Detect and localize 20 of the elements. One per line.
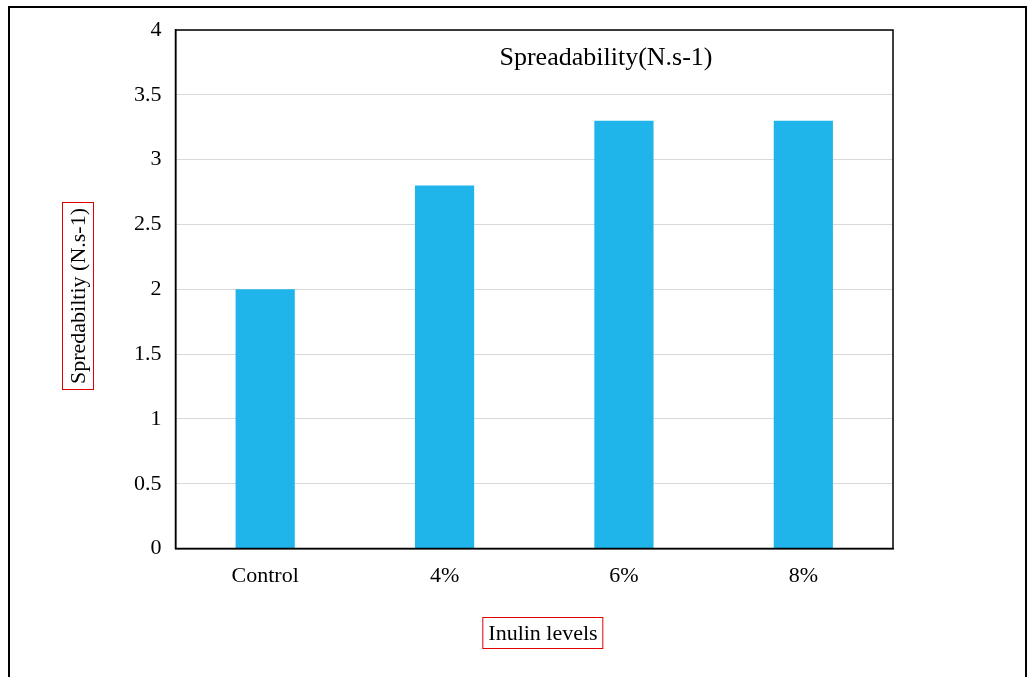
y-tick-label: 0 [150, 534, 162, 560]
x-tick-label: 8% [788, 561, 818, 587]
x-tick-label: 6% [609, 561, 639, 587]
y-tick-label: 0.5 [134, 469, 162, 495]
text: Spreadability(N.s-1) [499, 41, 713, 71]
y-tick-label: 2.5 [134, 210, 162, 236]
y-tick-label: 1 [150, 404, 162, 430]
bar [235, 289, 295, 549]
x-axis-title: Inulin levels [482, 617, 604, 649]
y-tick-label: 1.5 [134, 339, 162, 365]
bar [773, 120, 833, 549]
x-tick-label: 4% [429, 561, 460, 587]
y-tick-label: 2 [150, 275, 162, 301]
bar [594, 120, 654, 549]
y-tick-label: 3.5 [134, 80, 162, 106]
y-tick-label: 4 [150, 15, 162, 41]
y-tick-label: 3 [150, 145, 162, 171]
y-axis-title: Spredabiltiy (N.s-1) [62, 202, 94, 390]
x-tick-label: Control [231, 561, 299, 587]
bar [414, 185, 475, 549]
